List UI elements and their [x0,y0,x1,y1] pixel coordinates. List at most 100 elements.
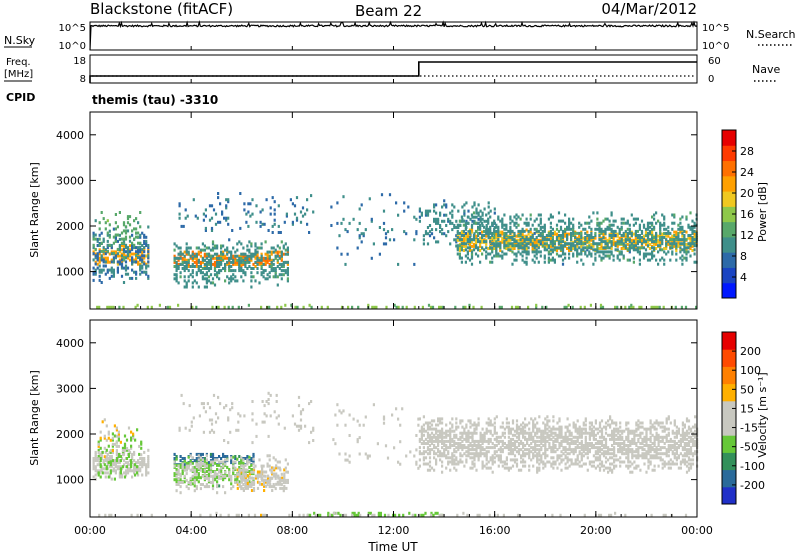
heatmap-cell [141,260,144,264]
heatmap-cell [568,227,571,231]
heatmap-cell [608,225,611,229]
heatmap-cell [642,240,646,244]
heatmap-cell [554,427,557,431]
heatmap-cell [437,454,440,458]
heatmap-cell [218,262,221,266]
heatmap-cell [185,464,188,468]
heatmap-cell [119,471,122,475]
heatmap-cell [183,463,186,467]
heatmap-cell [592,244,595,248]
heatmap-cell [541,244,544,248]
heatmap-cell [584,435,587,439]
heatmap-cell [252,470,255,474]
heatmap-cell [228,478,231,482]
heatmap-cell [130,438,133,442]
heatmap-cell [118,250,121,254]
heatmap-cell [118,475,121,479]
heatmap-cell [260,267,263,270]
heatmap-cell [424,209,428,213]
heatmap-cell [115,428,118,432]
heatmap-cell [273,468,276,472]
heatmap-cell [213,252,217,256]
heatmap-cell [547,246,550,250]
heatmap-cell [279,231,282,234]
heatmap-cell [685,215,688,219]
heatmap-cell [112,463,115,467]
heatmap-cell [122,250,126,254]
heatmap-cell [574,446,577,450]
heatmap-cell [104,459,107,463]
heatmap-cell [177,246,180,250]
heatmap-cell [437,448,440,452]
heatmap-cell [132,436,135,440]
heatmap-cell [458,247,461,250]
heatmap-cell [657,262,660,266]
heatmap-cell [689,227,692,231]
heatmap-cell [252,462,255,466]
heatmap-cell [521,258,524,262]
heatmap-cell [586,240,589,244]
heatmap-cell [665,252,668,256]
heatmap-cell [529,230,532,234]
heatmap-cell [441,470,444,474]
heatmap-cell [207,258,211,262]
heatmap-cell [564,221,567,225]
heatmap-cell [263,484,266,488]
heatmap-cell [491,460,494,464]
heatmap-cell [612,240,615,244]
heatmap-cell [493,254,496,258]
heatmap-cell [131,475,134,479]
heatmap-cell [128,235,132,239]
heatmap-cell [472,238,476,242]
heatmap-cell [234,474,237,478]
heatmap-cell [485,219,488,223]
heatmap-cell [648,225,652,229]
heatmap-cell [273,218,276,222]
heatmap-cell [279,480,282,484]
heatmap-cell [126,461,130,465]
heatmap-cell [115,434,118,438]
heatmap-cell [143,233,146,237]
heatmap-cell [464,223,467,227]
heatmap-cell [267,229,270,232]
heatmap-cell [124,272,128,276]
heatmap-cell [449,242,452,246]
heatmap-cell [556,466,559,470]
heatmap-cell [111,459,114,463]
heatmap-cell [114,237,117,241]
heatmap-cell [463,203,466,207]
heatmap-cell [473,201,476,205]
heatmap-cell [561,229,565,233]
frequency-trace [89,61,697,83]
heatmap-cell [199,462,202,466]
heatmap-cell [226,474,229,478]
heatmap-cell [470,223,474,227]
heatmap-cell [420,452,423,456]
heatmap-cell [267,478,270,482]
heatmap-cell [679,230,682,234]
heatmap-cell [580,250,583,254]
heatmap-cell [554,460,557,464]
heatmap-cell [558,462,561,466]
heatmap-cell [517,250,520,254]
heatmap-cell [546,433,549,437]
heatmap-cell [588,238,591,242]
heatmap-cell [189,246,192,250]
heatmap-cell [489,240,492,244]
heatmap-cell [525,238,528,242]
heatmap-cell [195,256,198,260]
heatmap-cell [118,461,121,465]
heatmap-cell [576,431,579,435]
heatmap-cell [533,227,536,231]
heatmap-cell [630,244,633,248]
heatmap-cell [433,450,436,454]
heatmap-cell [464,225,467,229]
heatmap-cell [246,468,249,472]
heatmap-cell [598,225,601,229]
heatmap-cell [103,463,106,467]
heatmap-cell [118,305,121,309]
heatmap-cell [175,262,178,266]
heatmap-cell [426,442,430,445]
heatmap-cell [549,213,552,217]
heatmap-cell [499,439,502,443]
